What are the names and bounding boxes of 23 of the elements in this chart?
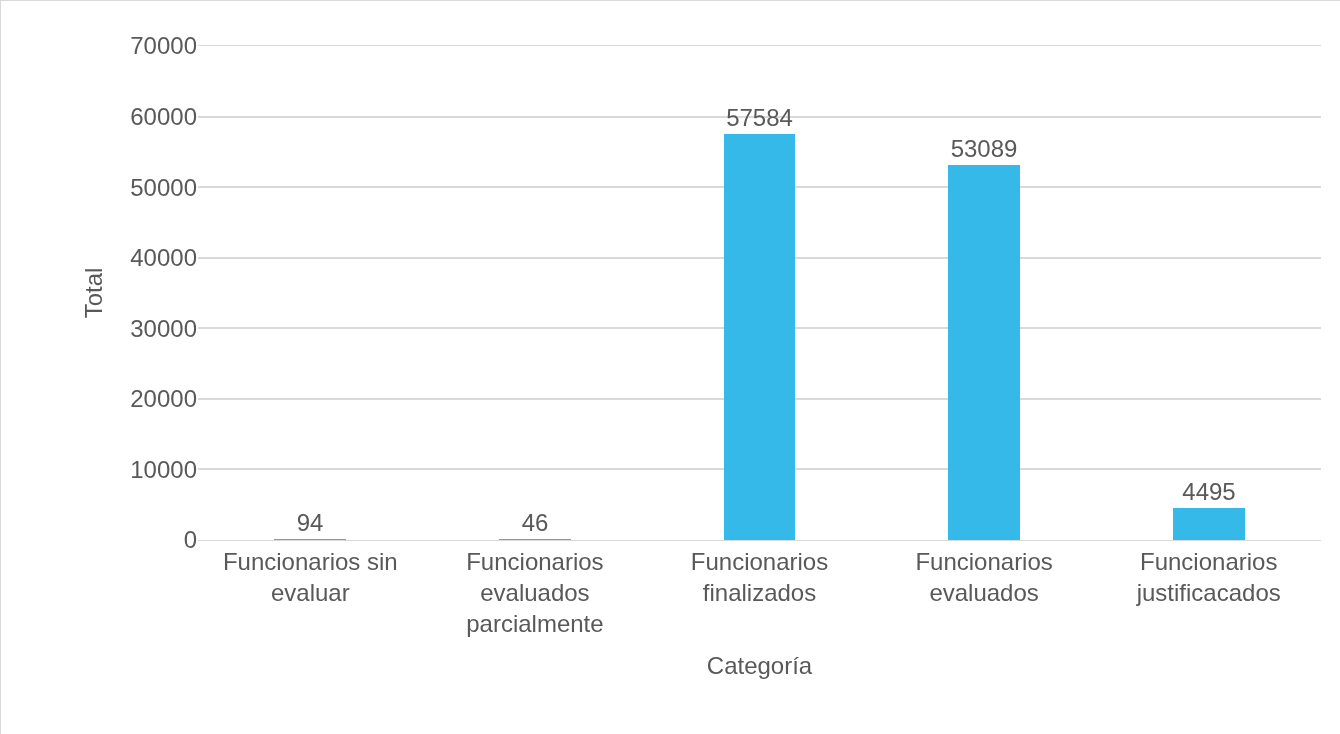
y-tick-label: 50000 [130, 173, 197, 201]
bar [1173, 508, 1245, 540]
y-axis-title: Total [80, 267, 108, 319]
y-tick-label: 30000 [130, 314, 197, 342]
data-label: 94 [296, 509, 324, 536]
bar [724, 134, 795, 540]
data-label: 4495 [1182, 478, 1236, 505]
data-label: 46 [521, 509, 549, 536]
y-tick-label: 40000 [130, 244, 197, 272]
data-label: 53089 [950, 135, 1018, 162]
bar [948, 165, 1020, 540]
x-tick-label: Funcionarios finalizados [690, 547, 829, 606]
y-tick-label: 0 [183, 526, 197, 554]
data-label: 57584 [726, 104, 793, 131]
x-tick-label: Funcionarios justificacados [1135, 547, 1281, 606]
x-tick-label: Funcionarios evaluados [915, 547, 1053, 606]
x-axis-title: Categoría [706, 651, 813, 679]
x-tick-label: Funcionarios evaluados parcialmente [466, 547, 604, 638]
x-tick-label: Funcionarios sin evaluar [222, 547, 398, 606]
y-tick-label: 20000 [130, 385, 197, 413]
y-tick-label: 60000 [130, 102, 197, 130]
y-tick-label: 70000 [130, 32, 197, 60]
y-tick-label: 10000 [130, 455, 197, 483]
